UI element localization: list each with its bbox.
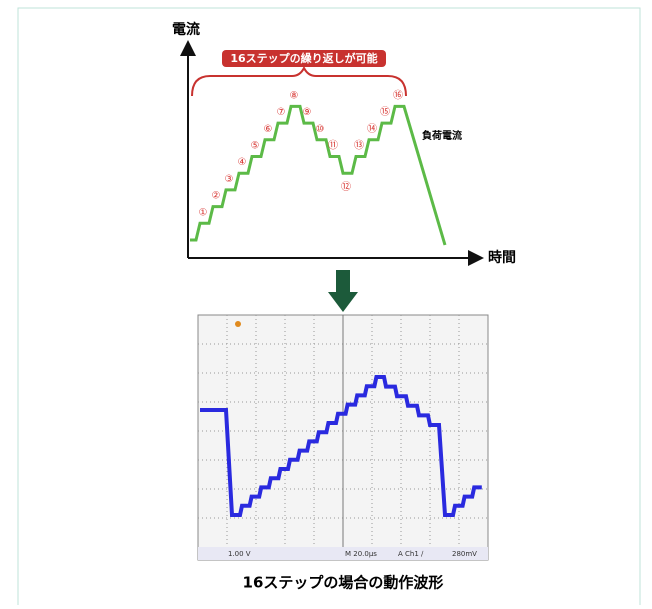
step-label: ⑭ — [367, 123, 377, 135]
step-label: ⑯ — [393, 89, 403, 101]
step-label: ⑬ — [354, 140, 364, 152]
scope-grid — [198, 315, 488, 547]
brace — [191, 65, 407, 97]
scope-scale: 1.00 V — [228, 550, 251, 558]
scope-level: 280mV — [452, 550, 477, 558]
step-label: ⑦ — [277, 107, 286, 118]
step-label: ⑪ — [328, 140, 338, 152]
banner: 16ステップの繰り返しが可能 — [230, 51, 377, 65]
down-arrow — [328, 270, 358, 312]
scope-status — [198, 547, 488, 560]
step-label: ⑤ — [251, 141, 260, 152]
y-label: 電流 — [172, 21, 200, 38]
step-label: ④ — [238, 157, 247, 168]
trigger-marker — [235, 321, 241, 327]
load-label: 負荷電流 — [422, 129, 462, 142]
step-label: ③ — [225, 174, 234, 185]
step-label: ⑩ — [316, 124, 325, 135]
step-label: ⑮ — [380, 106, 390, 118]
step-label: ⑫ — [341, 181, 351, 193]
step-label: ⑨ — [303, 107, 312, 118]
scope-timebase: M 20.0µs — [345, 550, 377, 558]
banner-bg — [222, 50, 386, 67]
step-label: ⑥ — [264, 124, 273, 135]
x-label: 時間 — [488, 249, 516, 266]
caption: 16ステップの場合の動作波形 — [243, 574, 444, 592]
scope-trigger: A Ch1 ∕ — [398, 550, 424, 558]
step-label: ① — [199, 207, 208, 218]
scope-wave — [200, 375, 482, 517]
step-label: ② — [212, 191, 221, 202]
current-steps — [190, 104, 447, 246]
step-label: ⑧ — [290, 90, 299, 101]
